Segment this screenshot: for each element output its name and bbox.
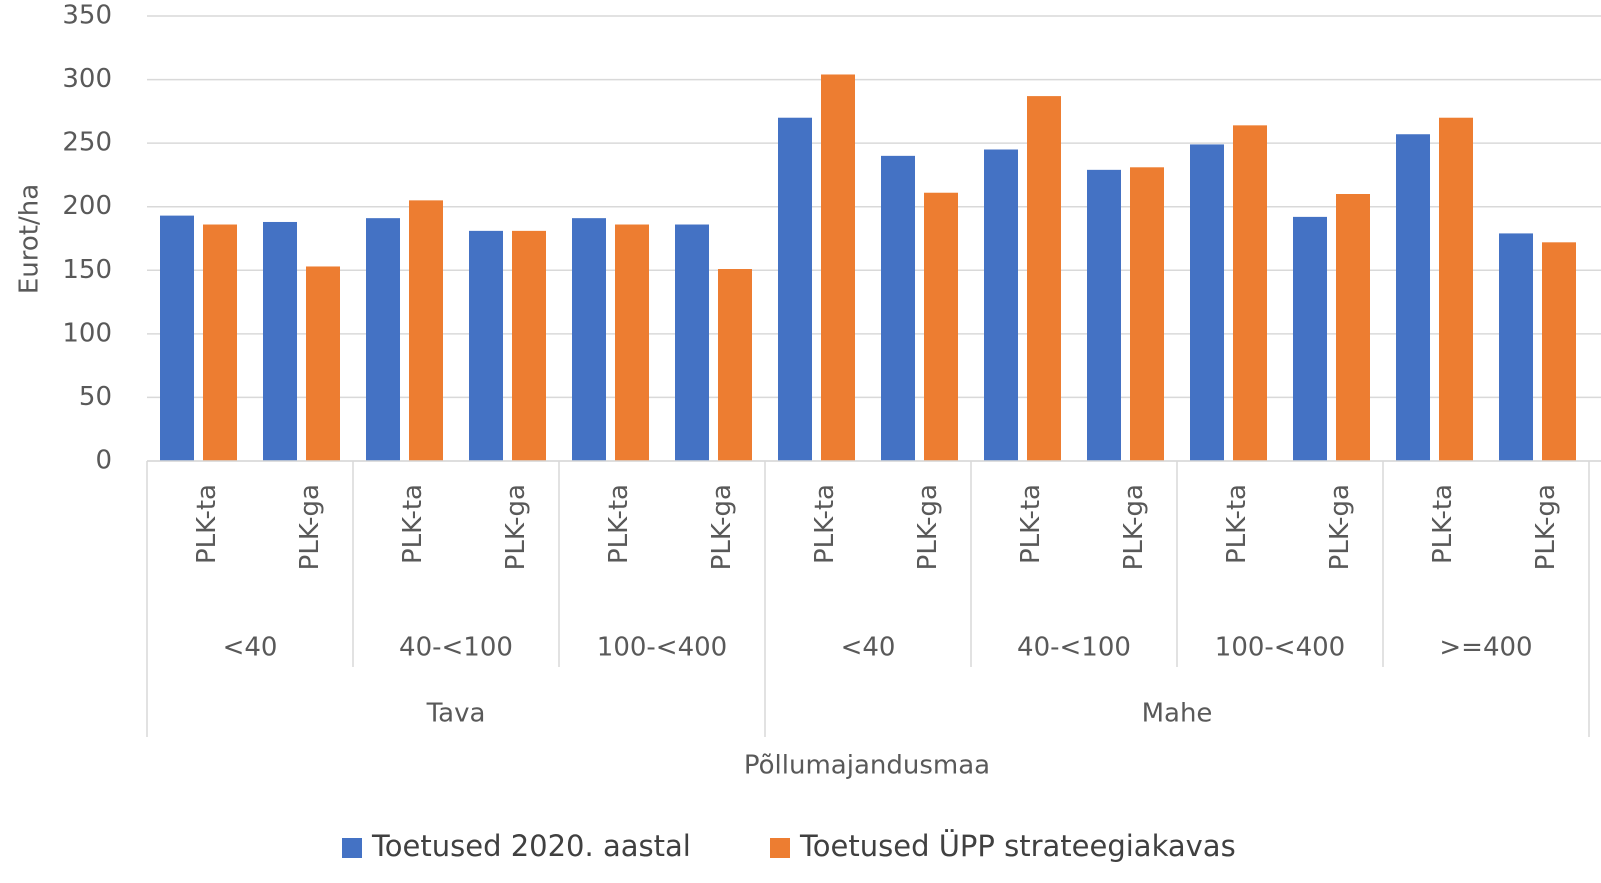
bar: [160, 215, 194, 461]
bar: [1499, 233, 1533, 461]
subgroup-label: <40: [841, 633, 896, 663]
bar: [512, 230, 546, 461]
bar: [675, 224, 709, 461]
bar: [203, 224, 237, 461]
y-tick-label: 350: [62, 1, 112, 31]
bar: [984, 149, 1018, 461]
y-tick-label: 250: [62, 128, 112, 158]
y-tick-label: 200: [62, 191, 112, 221]
bar: [1542, 242, 1576, 461]
bar: [366, 218, 400, 461]
x-axis-title: Põllumajandusmaa: [744, 751, 990, 781]
legend-label: Toetused ÜPP strateegiakavas: [799, 829, 1236, 863]
x-tick-label: PLK-ga: [707, 484, 737, 570]
bar: [1027, 96, 1061, 461]
bar: [615, 224, 649, 461]
bar: [778, 117, 812, 461]
legend-swatch: [342, 838, 362, 858]
y-axis-title: Eurot/ha: [15, 184, 45, 294]
bar: [409, 200, 443, 461]
y-tick-label: 100: [62, 318, 112, 348]
y-tick-label: 50: [79, 382, 112, 412]
x-tick-label: PLK-ta: [810, 484, 840, 564]
x-tick-label: PLK-ta: [1222, 484, 1252, 564]
bar: [1336, 194, 1370, 461]
bar: [1293, 216, 1327, 461]
subgroup-label: 40-<100: [399, 633, 513, 663]
x-tick-label: PLK-ga: [913, 484, 943, 570]
x-tick-label: PLK-ga: [501, 484, 531, 570]
subgroup-label: 100-<400: [1215, 633, 1345, 663]
legend-swatch: [770, 838, 790, 858]
x-tick-label: PLK-ga: [1325, 484, 1355, 570]
x-tick-label: PLK-ta: [604, 484, 634, 564]
x-tick-label: PLK-ga: [295, 484, 325, 570]
x-tick-label: PLK-ta: [1016, 484, 1046, 564]
bar: [1190, 144, 1224, 461]
y-tick-label: 300: [62, 64, 112, 94]
bar: [1439, 117, 1473, 461]
x-tick-label: PLK-ta: [1428, 484, 1458, 564]
legend-label: Toetused 2020. aastal: [371, 829, 691, 863]
bar: [1087, 169, 1121, 462]
x-tick-label: PLK-ta: [192, 484, 222, 564]
y-tick-label: 0: [95, 446, 112, 476]
subgroup-label: >=400: [1439, 633, 1532, 663]
subgroup-label: <40: [223, 633, 278, 663]
subgroup-label: 100-<400: [597, 633, 727, 663]
x-tick-label: PLK-ga: [1119, 484, 1149, 570]
bar: [306, 266, 340, 461]
bar: [1130, 167, 1164, 462]
bar: [572, 218, 606, 461]
group-label: Mahe: [1142, 699, 1213, 729]
bar: [881, 155, 915, 461]
subgroup-label: 40-<100: [1017, 633, 1131, 663]
bar: [1233, 125, 1267, 461]
bar: [924, 192, 958, 461]
x-tick-label: PLK-ta: [398, 484, 428, 564]
group-label: Tava: [426, 699, 486, 729]
bar: [469, 230, 503, 461]
bar: [821, 74, 855, 461]
y-tick-label: 150: [62, 255, 112, 285]
bar: [718, 269, 752, 461]
x-tick-label: PLK-ga: [1531, 484, 1561, 570]
bar: [1396, 134, 1430, 461]
bar: [263, 221, 297, 461]
